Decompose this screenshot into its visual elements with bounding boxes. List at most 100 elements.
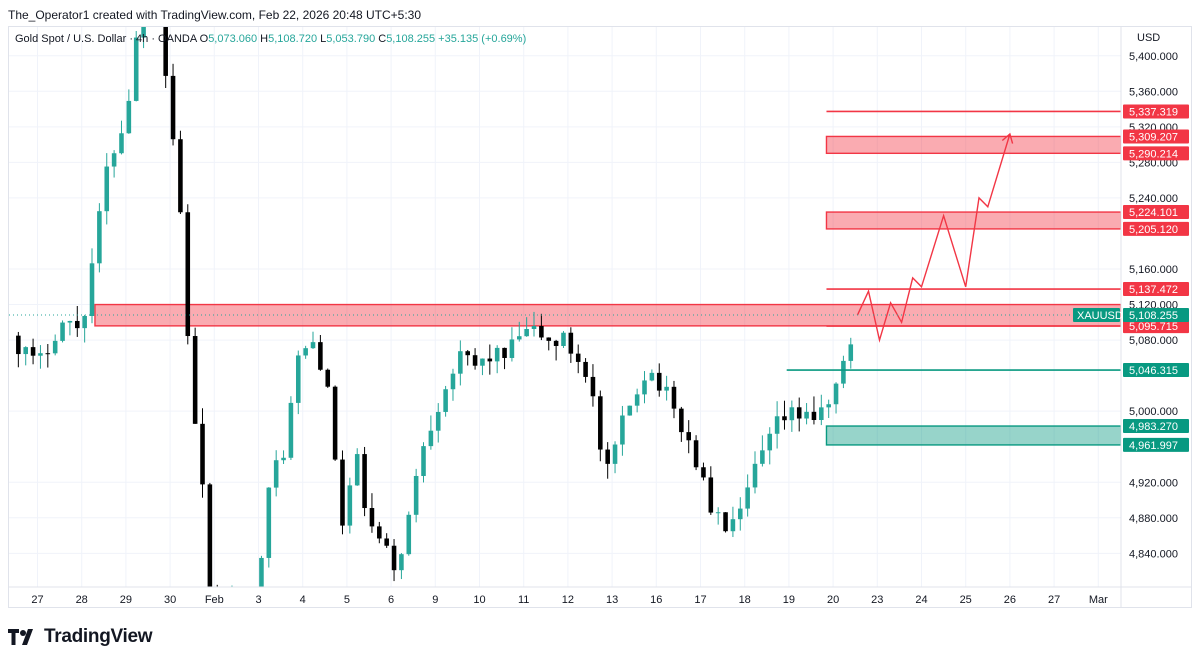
candle-down[interactable] xyxy=(796,407,802,419)
candle-up[interactable] xyxy=(119,133,124,154)
candle-down[interactable] xyxy=(192,336,198,424)
candle-up[interactable] xyxy=(730,519,736,532)
candle-down[interactable] xyxy=(362,454,367,509)
candle-up[interactable] xyxy=(458,351,463,374)
candle-down[interactable] xyxy=(679,408,684,433)
candle-down[interactable] xyxy=(30,347,36,356)
candle-down[interactable] xyxy=(708,477,714,513)
candle-up[interactable] xyxy=(804,411,809,419)
candle-up[interactable] xyxy=(561,332,566,346)
candle-up[interactable] xyxy=(524,328,529,337)
candle-up[interactable] xyxy=(347,485,353,526)
candle-up[interactable] xyxy=(516,336,522,340)
candle-down[interactable] xyxy=(583,361,588,377)
candle-up[interactable] xyxy=(97,211,102,264)
candle-up[interactable] xyxy=(450,373,456,390)
candle-down[interactable] xyxy=(546,337,552,341)
candle-down[interactable] xyxy=(539,325,544,338)
candle-up[interactable] xyxy=(23,347,28,355)
candle-up[interactable] xyxy=(52,340,58,354)
candle-down[interactable] xyxy=(693,440,699,468)
candle-up[interactable] xyxy=(310,342,316,349)
resistance-zone[interactable] xyxy=(825,211,1121,230)
candle-up[interactable] xyxy=(480,358,485,366)
candle-up[interactable] xyxy=(833,383,839,405)
candle-up[interactable] xyxy=(399,554,404,571)
candle-up[interactable] xyxy=(509,339,515,358)
candle-up[interactable] xyxy=(259,557,264,599)
candle-down[interactable] xyxy=(244,603,249,607)
candle-up[interactable] xyxy=(612,444,618,464)
candle-down[interactable] xyxy=(325,369,331,387)
candle-up[interactable] xyxy=(273,460,279,488)
candle-up[interactable] xyxy=(649,372,655,381)
candle-up[interactable] xyxy=(428,430,434,447)
candle-down[interactable] xyxy=(568,332,574,354)
support-zone[interactable] xyxy=(825,425,1121,446)
candle-up[interactable] xyxy=(627,405,633,416)
candle-down[interactable] xyxy=(170,75,176,140)
candle-up[interactable] xyxy=(642,380,647,395)
candle-up[interactable] xyxy=(126,100,132,134)
candle-up[interactable] xyxy=(760,450,765,464)
candle-up[interactable] xyxy=(531,325,537,329)
candle-down[interactable] xyxy=(811,411,817,421)
candle-down[interactable] xyxy=(553,340,559,346)
candle-down[interactable] xyxy=(185,212,191,337)
candle-up[interactable] xyxy=(620,415,625,445)
candle-up[interactable] xyxy=(745,487,750,509)
candle-down[interactable] xyxy=(686,432,691,441)
candle-down[interactable] xyxy=(377,526,382,539)
candle-up[interactable] xyxy=(89,263,95,316)
candle-up[interactable] xyxy=(111,153,117,167)
candle-down[interactable] xyxy=(656,372,662,391)
candle-up[interactable] xyxy=(406,514,412,555)
candle-down[interactable] xyxy=(163,27,168,76)
candle-up[interactable] xyxy=(435,411,441,431)
candle-up[interactable] xyxy=(774,416,780,434)
candle-down[interactable] xyxy=(671,386,677,409)
candle-up[interactable] xyxy=(230,601,235,603)
candle-up[interactable] xyxy=(841,360,846,384)
candle-up[interactable] xyxy=(295,355,301,403)
candle-down[interactable] xyxy=(575,353,581,362)
candle-up[interactable] xyxy=(664,386,669,391)
chart-area[interactable]: Gold Spot / U.S. Dollar · 4h · OANDA O5,… xyxy=(8,26,1192,608)
projection-line[interactable] xyxy=(856,133,1011,343)
candle-down[interactable] xyxy=(598,396,603,450)
candle-up[interactable] xyxy=(494,347,500,362)
candle-up[interactable] xyxy=(82,315,87,329)
candle-up[interactable] xyxy=(354,454,360,486)
candle-up[interactable] xyxy=(60,322,65,341)
candle-down[interactable] xyxy=(369,508,375,527)
candle-down[interactable] xyxy=(465,351,470,356)
candle-up[interactable] xyxy=(737,508,743,520)
candle-down[interactable] xyxy=(332,386,338,460)
price-chart[interactable]: Gold Spot / U.S. Dollar · 4h · OANDA O5,… xyxy=(9,27,1191,607)
candle-down[interactable] xyxy=(723,512,728,532)
candle-down[interactable] xyxy=(45,353,51,355)
candle-down[interactable] xyxy=(178,139,183,213)
candle-up[interactable] xyxy=(443,389,448,412)
candle-up[interactable] xyxy=(38,353,43,356)
candle-up[interactable] xyxy=(767,433,773,451)
candle-up[interactable] xyxy=(281,457,286,461)
candle-down[interactable] xyxy=(207,484,213,589)
candle-up[interactable] xyxy=(826,404,831,408)
candle-down[interactable] xyxy=(384,538,389,546)
candle-down[interactable] xyxy=(237,601,242,603)
candle-down[interactable] xyxy=(782,416,787,421)
candle-down[interactable] xyxy=(391,545,397,571)
candle-up[interactable] xyxy=(715,512,721,514)
candle-up[interactable] xyxy=(634,394,640,406)
candle-up[interactable] xyxy=(133,37,139,101)
candle-down[interactable] xyxy=(340,459,345,526)
candle-down[interactable] xyxy=(605,449,610,464)
candle-up[interactable] xyxy=(421,446,426,476)
resistance-zone[interactable] xyxy=(94,303,1121,327)
resistance-zone[interactable] xyxy=(825,135,1121,155)
candle-up[interactable] xyxy=(104,166,110,212)
candle-up[interactable] xyxy=(789,407,795,421)
candle-up[interactable] xyxy=(303,348,308,356)
candle-up[interactable] xyxy=(819,407,824,421)
